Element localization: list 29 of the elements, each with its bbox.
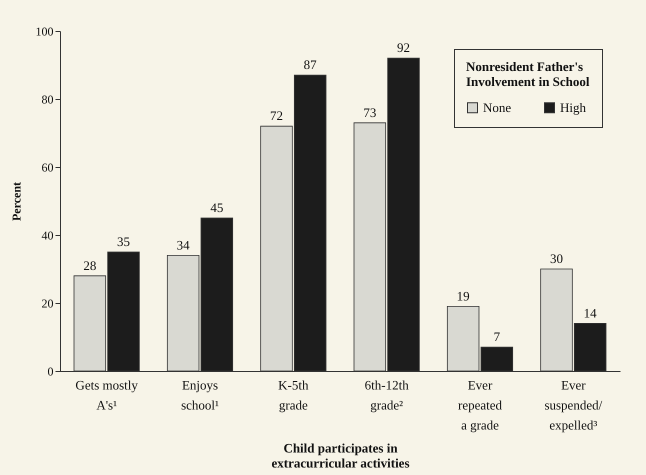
x-tick-label: 6th-12th grade²: [364, 378, 410, 412]
data-label: 35: [117, 234, 130, 249]
y-axis-title: Percent: [10, 182, 24, 222]
data-label: 87: [304, 57, 318, 72]
data-label: 14: [584, 305, 598, 320]
data-label: 92: [397, 40, 410, 56]
x-tick-label: K-5th grade: [278, 378, 309, 412]
y-tick-label: 80: [42, 92, 54, 106]
legend-label: High: [560, 100, 586, 115]
x-tick-label: Gets mostly A's¹: [75, 378, 138, 412]
x-tick-label: Ever suspended/ expelled³: [544, 378, 603, 432]
data-label: 19: [456, 288, 470, 304]
y-tick-label: 100: [36, 24, 54, 38]
legend-title: Nonresident Father's Involvement in School: [466, 59, 590, 89]
data-label: 73: [363, 104, 376, 120]
x-tick-label: Enjoys school¹: [181, 378, 220, 412]
y-tick-label: 0: [48, 364, 54, 378]
legend-label: None: [483, 100, 512, 115]
x-axis-title: Child participates in extracurricular activities: [271, 440, 410, 470]
data-label: 34: [176, 237, 190, 252]
data-label: 28: [83, 258, 96, 273]
y-tick-label: 20: [42, 296, 54, 310]
y-tick-label: 60: [42, 160, 54, 174]
data-label: 45: [210, 200, 224, 215]
y-tick-label: 40: [42, 228, 54, 242]
x-tick-label: Ever repeated a grade: [458, 378, 503, 432]
data-label: 72: [270, 108, 283, 124]
data-label: 30: [550, 251, 563, 266]
data-label: 7: [494, 329, 501, 344]
